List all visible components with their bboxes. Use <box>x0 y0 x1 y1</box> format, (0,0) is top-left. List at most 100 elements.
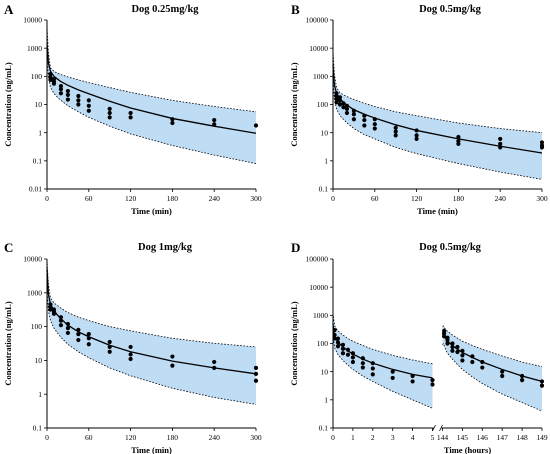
y-tick-label: 0.1 <box>319 424 329 433</box>
observation-point <box>86 336 91 341</box>
observation-point <box>107 344 112 350</box>
observation-point <box>498 136 503 142</box>
observation-point <box>65 97 70 102</box>
observation-point <box>253 365 259 370</box>
observation-point <box>350 351 355 356</box>
observation-point <box>58 323 64 328</box>
observation-point <box>414 133 419 138</box>
panel-letter: B <box>291 2 300 17</box>
observation-point <box>372 117 377 122</box>
x-tick-label: 180 <box>453 194 465 203</box>
observation-point <box>107 349 112 354</box>
observation-point <box>76 98 81 103</box>
y-axis-label: Concentration (ng/mL) <box>3 62 13 146</box>
x-axis-label: Time (min) <box>417 206 458 216</box>
x-tick-label: 120 <box>125 433 137 442</box>
axis-break-mark <box>432 424 436 432</box>
observation-point <box>370 372 375 377</box>
x-tick-label: 149 <box>536 433 548 442</box>
observation-point <box>253 378 259 383</box>
observation-point <box>86 103 91 108</box>
x-tick-label: 300 <box>250 194 262 203</box>
observation-point <box>344 110 350 116</box>
x-tick-label: 2 <box>371 433 375 442</box>
observation-point <box>360 361 365 366</box>
observation-point <box>128 356 133 362</box>
observation-point <box>65 92 70 97</box>
x-tick-label: 0 <box>331 194 335 203</box>
observation-point <box>335 336 341 341</box>
x-tick-label: 3 <box>391 433 395 442</box>
x-tick-label: 4 <box>411 433 415 442</box>
observation-point <box>445 341 450 346</box>
prediction-band <box>333 313 433 409</box>
x-tick-label: 0 <box>45 194 49 203</box>
observation-point <box>450 344 455 350</box>
x-tick-label: 240 <box>209 433 221 442</box>
observation-point <box>470 354 475 359</box>
observation-point <box>360 356 365 361</box>
observation-point <box>341 105 346 110</box>
observation-point <box>498 141 503 146</box>
observation-point <box>76 331 81 337</box>
observation-point <box>470 359 475 365</box>
observation-point <box>362 117 367 123</box>
observation-point <box>58 87 64 92</box>
observation-point <box>337 102 343 107</box>
observation-point <box>335 344 341 349</box>
observation-point <box>76 93 81 99</box>
observation-point <box>76 102 81 107</box>
observation-point <box>460 348 465 353</box>
observation-point <box>128 115 133 120</box>
x-tick-label: 300 <box>536 194 548 203</box>
observation-point <box>212 122 217 127</box>
band-upper-edge <box>46 260 257 348</box>
x-tick-label: 180 <box>167 433 179 442</box>
y-tick-label: 10 <box>321 367 329 376</box>
y-axis-label: Concentration (ng/mL) <box>289 62 299 146</box>
observation-point <box>345 352 351 357</box>
panel-b: B Dog 0.5mg/kg 0.1 1 10 100 1000 10000 100000 0 60… <box>289 2 548 216</box>
observation-point <box>455 344 460 350</box>
axis-break-mark <box>439 424 443 432</box>
band-upper-edge <box>46 26 257 113</box>
x-tick-label: 120 <box>125 194 137 203</box>
observation-point <box>498 145 503 150</box>
x-tick-label: 240 <box>495 194 507 203</box>
band-upper-edge <box>442 325 543 368</box>
x-axis-label: Time (hours) <box>444 445 491 454</box>
y-tick-label: 10000 <box>309 44 328 53</box>
observation-point <box>393 129 398 134</box>
y-tick-label: 10000 <box>309 283 328 292</box>
y-tick-label: 1000 <box>313 311 328 320</box>
observation-point <box>520 373 525 379</box>
observation-point <box>350 355 355 360</box>
panel-c: C Dog 1mg/kg 0.1 1 10 100 1000 10000 0 60 120 180 24… <box>3 240 262 454</box>
observation-point <box>351 117 356 122</box>
y-tick-label: 0.1 <box>319 185 329 194</box>
observation-point <box>334 100 339 105</box>
observation-point <box>539 383 545 388</box>
prediction-band <box>442 325 542 412</box>
observation-point <box>410 379 415 384</box>
y-tick-label: 1 <box>38 390 42 399</box>
observation-point <box>58 84 64 89</box>
x-tick-label: 0 <box>45 433 49 442</box>
observation-point <box>340 351 346 356</box>
observation-point <box>86 98 91 103</box>
band-lower-edge <box>442 342 543 412</box>
observation-point <box>65 326 70 331</box>
observation-point <box>520 378 525 383</box>
observation-point <box>107 110 112 116</box>
observation-point <box>86 331 91 337</box>
x-tick-label: 148 <box>516 433 528 442</box>
x-tick-label: 146 <box>477 433 489 442</box>
y-tick-label: 0.1 <box>33 424 43 433</box>
panel-letter: C <box>4 240 13 255</box>
x-tick-label: 300 <box>250 433 262 442</box>
observation-point <box>345 347 351 352</box>
observation-point <box>48 72 53 77</box>
x-tick-label: 180 <box>167 194 179 203</box>
y-tick-label: 100 <box>31 72 43 81</box>
